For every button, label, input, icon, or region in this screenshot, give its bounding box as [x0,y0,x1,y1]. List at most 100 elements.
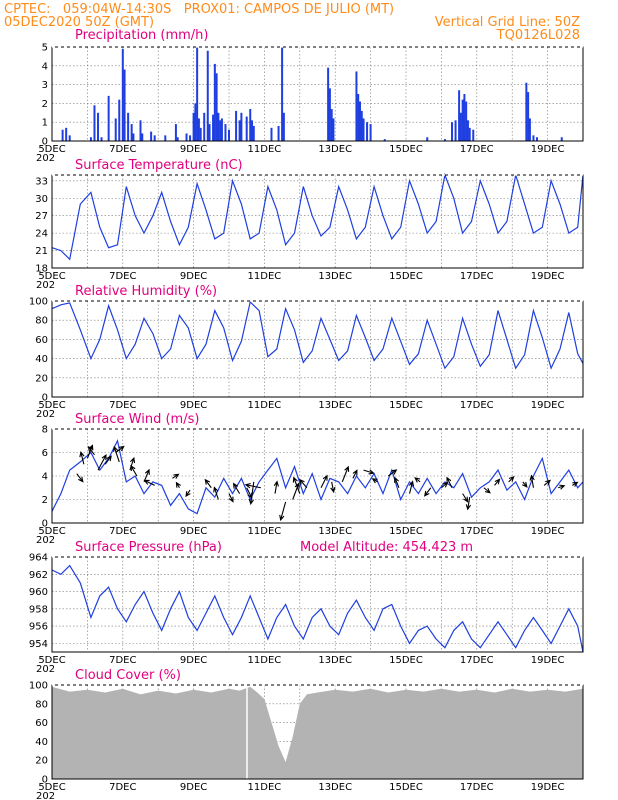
y-tick-label: 5 [42,43,48,54]
precip-bar [215,73,218,141]
precip-bar [208,124,211,141]
panel-title: Relative Humidity (%) [75,284,217,299]
precip-bar [192,112,195,141]
x-tick-label: 11DEC [248,526,282,537]
precip-bar [458,90,461,141]
precip-bar [360,110,363,141]
wind-vector [204,478,212,489]
wind-vector [104,455,112,465]
wind-vector [113,445,120,463]
precip-bar [123,69,126,141]
x-tick-label: 9DEC [180,144,207,155]
precip-bar [65,127,68,141]
wind-vector [387,469,398,477]
x-tick-label: 17DEC [460,271,494,282]
precip-bar [121,48,124,141]
y-tick-label: 4 [42,61,48,72]
precip-bar [525,82,528,141]
x-tick-label: 17DEC [460,782,494,793]
precip-bar [472,129,475,141]
precip-bar [127,112,130,141]
x-tick-label: 15DEC [389,655,423,666]
wind-vector [483,487,491,494]
x-tick-label: 15DEC [389,271,423,282]
precip-bar [560,137,563,141]
x-tick-label: 9DEC [180,526,207,537]
wind-vector [273,480,279,494]
panel-frame [51,428,584,524]
y-tick-label: 954 [29,639,48,650]
x-tick-label: 9DEC [180,782,207,793]
precip-bar [235,110,238,141]
panel-title: Surface Temperature (nC) [75,158,243,173]
y-tick-label: 20 [35,373,48,384]
precip-bar [153,135,156,141]
precip-bar [330,109,333,141]
precip-bar [219,120,222,141]
precip-bar [220,118,223,141]
y-tick-label: 18 [35,264,48,275]
x-tick-label: 7DEC [109,782,136,793]
precip-bar [332,118,335,141]
wind-vector [185,489,191,498]
panels: 0 1 2 3 4 5 5DEC 7DEC 9DEC 11DEC 13DEC 15DEC 17DEC 19… [29,28,584,800]
y-tick-label: 3 [42,80,48,91]
x-year-label: 202 [36,535,55,546]
precip-bar [369,124,372,141]
x-tick-label: 7DEC [109,400,136,411]
wind-vector [87,445,95,456]
y-tick-label: 2 [42,495,48,506]
precip-bar [451,122,454,141]
wind-vector [363,469,375,475]
precip-bar [251,120,254,141]
y-tick-label: 6 [42,448,48,459]
precip-bar [118,99,121,141]
wind-vector [394,476,400,488]
x-tick-label: 5DEC [38,271,65,282]
wind-vector [213,486,219,500]
x-year-label: 202 [36,791,55,800]
wind-vector [279,501,287,522]
precip-bar [203,112,206,141]
x-tick-label: 13DEC [318,271,352,282]
wind-vector [341,465,350,483]
y-tick-label: 964 [29,553,48,564]
y-tick-label: 958 [29,604,48,615]
y-tick-label: 80 [35,316,48,327]
precip-bar [139,120,142,141]
panel-title: Cloud Cover (%) [75,668,181,683]
wind-vector [424,487,432,497]
precip-bar [465,101,468,141]
panel-4: 954 956 958 960 962 964 5DEC 7DEC 9DEC 11DEC 13DEC… [29,540,584,675]
series-line [51,564,584,653]
precip-bar [132,133,135,141]
y-tick-label: 2 [42,99,48,110]
x-tick-label: 7DEC [109,144,136,155]
x-tick-label: 9DEC [180,655,207,666]
precip-bar [535,137,538,141]
wind-vector [414,477,421,483]
x-tick-label: 17DEC [460,526,494,537]
precip-bar [355,71,358,141]
series-line [51,439,584,515]
wind-vector [76,473,84,483]
precip-bar [238,120,241,141]
wind-vector [172,473,180,479]
wind-vector [79,451,85,465]
y-tick-label: 0 [42,775,48,786]
wind-vector [508,475,515,483]
precip-bar [224,124,227,141]
x-tick-label: 9DEC [180,400,207,411]
x-tick-label: 13DEC [318,400,352,411]
x-year-label: 202 [36,664,55,675]
x-tick-label: 9DEC [180,271,207,282]
x-tick-label: 15DEC [389,782,423,793]
y-tick-label: 40 [35,737,48,748]
y-tick-label: 24 [35,229,48,240]
precip-bar [185,133,188,141]
x-tick-label: 5DEC [38,782,65,793]
precip-bar [189,135,192,141]
x-tick-label: 19DEC [531,782,565,793]
y-tick-label: 60 [35,718,48,729]
wind-vector [558,484,566,490]
